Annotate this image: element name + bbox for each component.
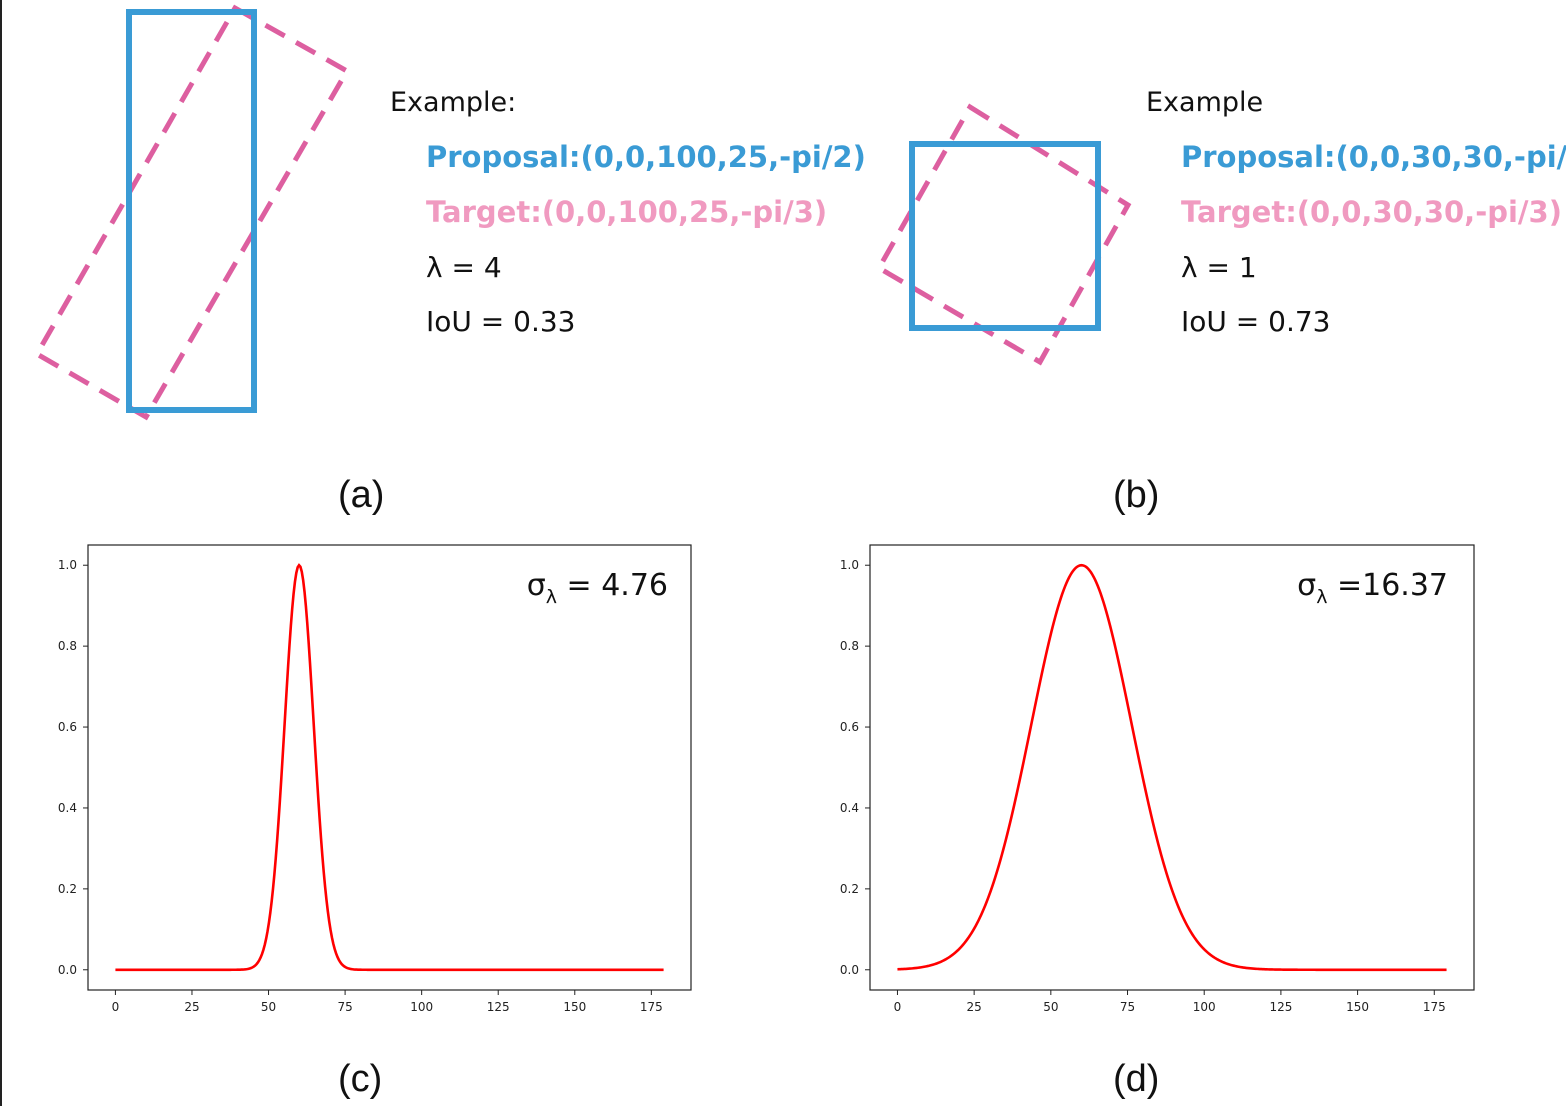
lambda-text-b: λ = 1 [1181, 251, 1257, 284]
iou-text-a: IoU = 0.33 [426, 305, 576, 338]
x-tick-label: 25 [967, 1000, 982, 1014]
proposal-text-b: Proposal:(0,0,30,30,-pi/2) [1181, 140, 1566, 174]
x-tick-label: 50 [1043, 1000, 1058, 1014]
proposal-text-a: Proposal:(0,0,100,25,-pi/2) [426, 140, 866, 174]
x-tick-label: 150 [563, 1000, 586, 1014]
plot-frame-c [87, 544, 692, 991]
x-tick-label: 175 [1423, 1000, 1446, 1014]
x-tick-label: 150 [1346, 1000, 1369, 1014]
example-label-a: Example: [390, 87, 517, 118]
gaussian-curve-d [897, 563, 1447, 972]
proposal-box-a [126, 9, 257, 413]
x-tick-label: 25 [184, 1000, 199, 1014]
y-tick-label: 0.4 [58, 801, 77, 815]
sigma-annotation-d: σλ =16.37 [1297, 568, 1448, 608]
y-tick-label: 0.6 [58, 720, 77, 734]
lambda-text-a: λ = 4 [426, 251, 502, 284]
y-tick-label: 0.8 [840, 639, 859, 653]
target-box-a [33, 4, 351, 421]
y-tick-label: 0.2 [840, 882, 859, 896]
x-tick-label: 100 [1193, 1000, 1216, 1014]
y-tick-label: 0.8 [58, 639, 77, 653]
y-tick-label: 0.0 [58, 963, 77, 977]
x-tick-label: 125 [1269, 1000, 1292, 1014]
y-tick-label: 1.0 [840, 558, 859, 572]
example-label-b: Example [1146, 87, 1264, 118]
caption-b: (b) [1113, 474, 1160, 516]
target-text-b: Target:(0,0,30,30,-pi/3) [1181, 195, 1562, 229]
caption-c: (c) [338, 1058, 383, 1100]
proposal-box-b [909, 141, 1101, 331]
y-tick-label: 0.4 [840, 801, 859, 815]
x-tick-label: 75 [337, 1000, 352, 1014]
x-tick-label: 75 [1120, 1000, 1135, 1014]
caption-a: (a) [338, 474, 385, 516]
caption-d: (d) [1113, 1058, 1160, 1100]
target-text-a: Target:(0,0,100,25,-pi/3) [426, 195, 828, 229]
y-tick-label: 0.0 [840, 963, 859, 977]
x-tick-label: 0 [894, 1000, 902, 1014]
y-tick-label: 0.2 [58, 882, 77, 896]
x-tick-label: 0 [112, 1000, 120, 1014]
page-left-border [0, 0, 2, 1106]
x-tick-label: 175 [640, 1000, 663, 1014]
x-tick-label: 125 [487, 1000, 510, 1014]
y-tick-label: 0.6 [840, 720, 859, 734]
iou-text-b: IoU = 0.73 [1181, 305, 1331, 338]
x-tick-label: 50 [261, 1000, 276, 1014]
plot-frame-d [869, 544, 1475, 991]
x-tick-label: 100 [410, 1000, 433, 1014]
sigma-annotation-c: σλ = 4.76 [527, 568, 668, 608]
y-tick-label: 1.0 [58, 558, 77, 572]
gaussian-curve-c [115, 563, 664, 972]
